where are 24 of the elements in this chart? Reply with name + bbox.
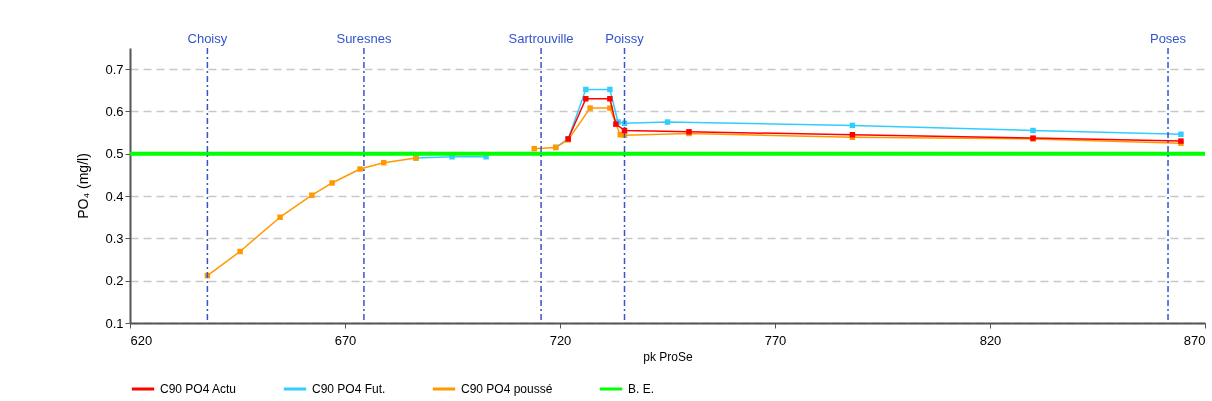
x-tick-label: 820 — [979, 332, 1002, 348]
y-tick-label: 0.4 — [105, 188, 124, 204]
x-axis-title: pk ProSe — [643, 349, 694, 364]
y-tick-label: 0.3 — [105, 230, 124, 246]
legend-label: C90 PO4 Fut. — [312, 382, 386, 396]
y-tick-label: 0.1 — [105, 315, 124, 331]
x-tick-label: 770 — [764, 332, 787, 348]
y-axis-title: PO₄ (mg/l) — [75, 153, 92, 219]
ref-line-label: Poses — [1149, 31, 1187, 46]
ref-line-label: Poissy — [605, 31, 645, 46]
x-tick-label: 620 — [130, 332, 153, 348]
x-tick-label: 870 — [1183, 332, 1206, 348]
y-tick-label: 0.2 — [105, 273, 124, 289]
ref-line-label: Suresnes — [336, 31, 392, 46]
legend-label: C90 PO4 Actu — [160, 382, 237, 396]
y-tick-label: 0.7 — [105, 61, 124, 77]
legend-label: C90 PO4 poussé — [461, 382, 553, 396]
x-tick-label: 720 — [549, 332, 572, 348]
y-tick-label: 0.5 — [105, 146, 124, 162]
x-tick-label: 670 — [334, 332, 357, 348]
ref-line-label: Sartrouville — [508, 31, 574, 46]
y-tick-label: 0.6 — [105, 103, 124, 119]
ref-line-label: Choisy — [187, 31, 228, 46]
legend-label: B. E. — [628, 382, 655, 396]
